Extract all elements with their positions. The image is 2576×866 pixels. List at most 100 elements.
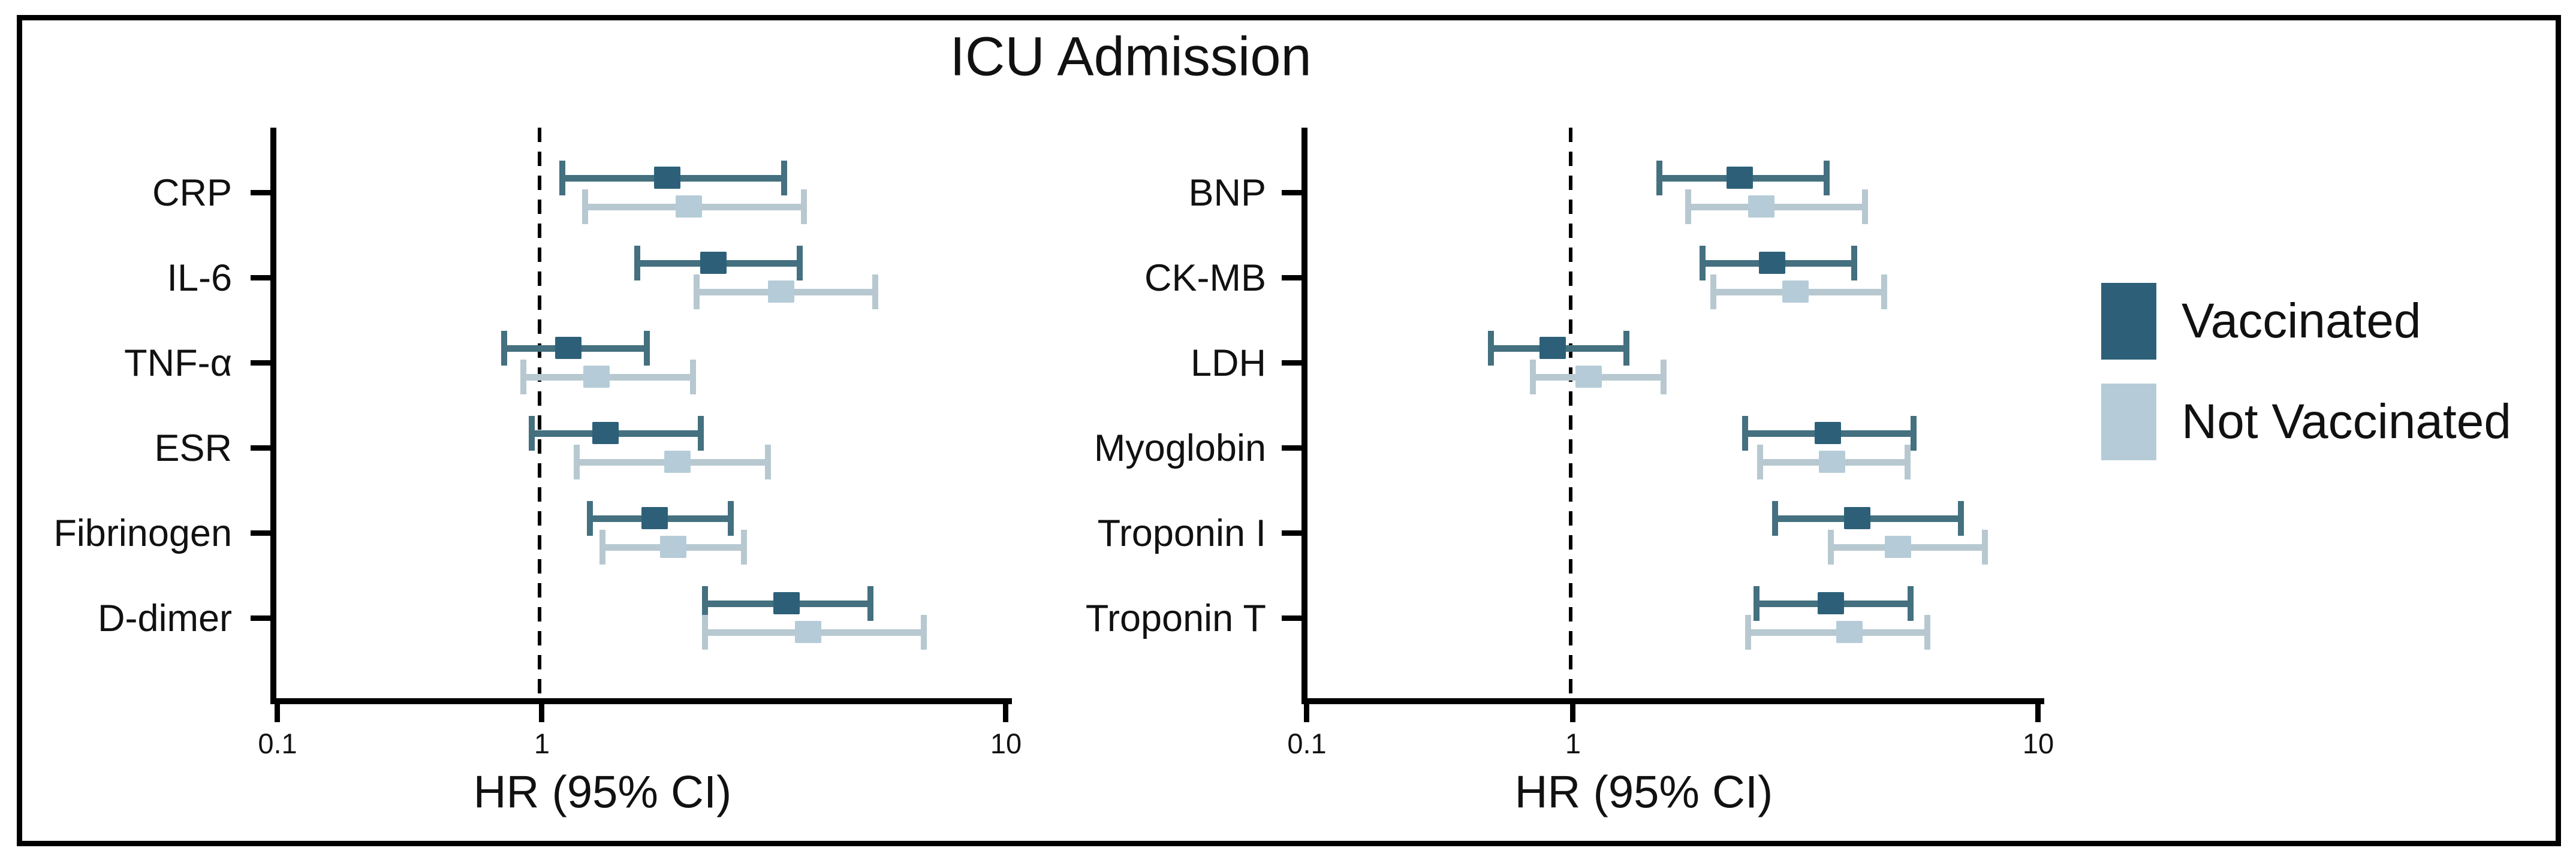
category-tick-left xyxy=(251,275,276,280)
category-label-BNP: BNP xyxy=(1188,172,1266,214)
ci-cap-high xyxy=(1851,246,1857,280)
category-label-ESR: ESR xyxy=(154,427,232,469)
error-bar-Troponin I-vaccinated xyxy=(1772,501,1965,536)
ci-cap-low xyxy=(520,360,527,394)
ci-cap-high xyxy=(644,331,650,366)
ci-cap-high xyxy=(765,445,772,479)
category-tick-right xyxy=(1282,615,1307,621)
ci-cap-low xyxy=(1488,331,1495,366)
ci-line xyxy=(1685,204,1869,210)
category-tick-right xyxy=(1282,445,1307,451)
error-bar-LDH-vaccinated xyxy=(1488,331,1629,366)
x-axis-line-right xyxy=(1301,698,2044,704)
error-bar-Myoglobin-not-vaccinated xyxy=(1757,445,1911,479)
chart-title: ICU Admission xyxy=(950,26,1312,87)
ci-cap-high xyxy=(690,360,697,394)
hr-marker xyxy=(1817,592,1844,614)
hr-marker xyxy=(773,592,800,614)
reference-line-right xyxy=(1569,128,1572,698)
category-label-CRP: CRP xyxy=(152,172,232,214)
ci-cap-low xyxy=(1828,530,1834,565)
ci-cap-high xyxy=(867,586,873,621)
ci-cap-high xyxy=(741,530,748,565)
hr-marker xyxy=(1575,366,1602,388)
ci-cap-low xyxy=(582,189,588,224)
category-tick-right xyxy=(1282,530,1307,536)
category-label-TNF-α: TNF-α xyxy=(124,342,232,384)
category-label-LDH: LDH xyxy=(1190,342,1266,384)
error-bar-Troponin T-vaccinated xyxy=(1753,586,1914,621)
ci-cap-low xyxy=(1530,360,1536,394)
hr-marker xyxy=(768,280,795,303)
figure-border xyxy=(17,15,2561,846)
category-label-Fibrinogen: Fibrinogen xyxy=(53,512,232,554)
x-tick-label-right-10: 10 xyxy=(2022,728,2054,759)
ci-cap-high xyxy=(1910,416,1917,451)
x-tick-label-right-1: 1 xyxy=(1565,728,1581,759)
ci-cap-low xyxy=(559,161,565,195)
ci-cap-low xyxy=(1656,161,1662,195)
hr-marker xyxy=(675,195,702,218)
hr-marker xyxy=(1818,451,1845,473)
error-bar-ESR-not-vaccinated xyxy=(573,445,772,479)
x-tick-right-0.1 xyxy=(1304,698,1309,722)
x-tick-label-right-0.1: 0.1 xyxy=(1287,728,1327,759)
x-tick-label-left-10: 10 xyxy=(990,728,1022,759)
category-tick-right xyxy=(1282,360,1307,366)
ci-cap-high xyxy=(797,246,803,280)
error-bar-CK-MB-vaccinated xyxy=(1699,246,1857,280)
error-bar-Troponin T-not-vaccinated xyxy=(1745,615,1930,650)
reference-line-left xyxy=(538,128,541,698)
ci-cap-high xyxy=(920,615,927,650)
ci-cap-low xyxy=(1753,586,1759,621)
x-tick-left-10 xyxy=(1003,698,1008,722)
ci-cap-high xyxy=(1905,445,1911,479)
hr-marker xyxy=(1843,507,1870,529)
ci-cap-high xyxy=(1958,501,1965,536)
hr-marker xyxy=(660,536,687,558)
hr-marker xyxy=(795,621,822,643)
ci-cap-low xyxy=(1699,246,1706,280)
ci-cap-high xyxy=(1881,274,1888,309)
ci-cap-low xyxy=(573,445,580,479)
y-axis-spine-left xyxy=(270,128,276,704)
error-bar-TNF-α-not-vaccinated xyxy=(520,360,697,394)
legend-item-vaccinated: Vaccinated xyxy=(2101,283,2421,360)
category-tick-right xyxy=(1282,275,1307,280)
category-tick-left xyxy=(251,530,276,536)
x-tick-left-0.1 xyxy=(275,698,280,722)
hr-marker xyxy=(1759,252,1786,274)
ci-cap-high xyxy=(1661,360,1667,394)
error-bar-CRP-not-vaccinated xyxy=(582,189,807,224)
category-label-D-dimer: D-dimer xyxy=(97,598,232,639)
legend-swatch-vaccinated xyxy=(2101,283,2156,360)
error-bar-IL-6-not-vaccinated xyxy=(693,274,878,309)
category-label-Troponin I: Troponin I xyxy=(1097,512,1266,554)
category-tick-left xyxy=(251,615,276,621)
error-bar-CRP-vaccinated xyxy=(559,161,788,195)
hr-marker xyxy=(1782,280,1809,303)
error-bar-Myoglobin-vaccinated xyxy=(1742,416,1917,451)
error-bar-BNP-vaccinated xyxy=(1656,161,1830,195)
legend-label-vaccinated: Vaccinated xyxy=(2182,294,2421,348)
ci-cap-low xyxy=(501,331,507,366)
x-axis-line-left xyxy=(270,698,1012,704)
error-bar-TNF-α-vaccinated xyxy=(501,331,650,366)
hr-marker xyxy=(555,337,582,359)
error-bar-Fibrinogen-not-vaccinated xyxy=(599,530,748,565)
hr-marker xyxy=(1748,195,1775,218)
hr-marker xyxy=(1726,167,1753,189)
ci-cap-high xyxy=(1823,161,1830,195)
category-label-Myoglobin: Myoglobin xyxy=(1093,427,1266,469)
ci-cap-low xyxy=(1742,416,1749,451)
ci-cap-low xyxy=(693,274,700,309)
x-tick-label-left-0.1: 0.1 xyxy=(258,728,297,759)
error-bar-Fibrinogen-vaccinated xyxy=(587,501,734,536)
ci-cap-high xyxy=(1924,615,1930,650)
hr-marker xyxy=(1836,621,1863,643)
category-label-CK-MB: CK-MB xyxy=(1144,257,1266,299)
ci-cap-high xyxy=(1982,530,1989,565)
hr-marker xyxy=(1815,422,1842,444)
legend-swatch-not-vaccinated xyxy=(2101,384,2156,460)
